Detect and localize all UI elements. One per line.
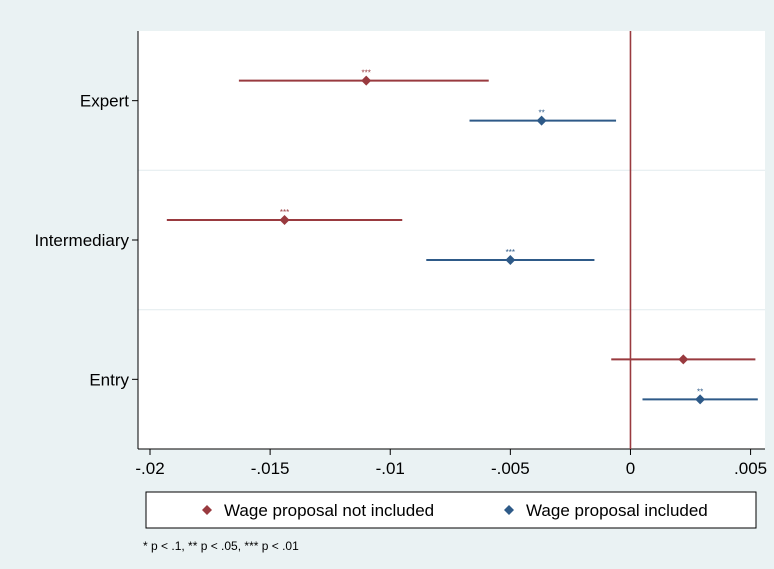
significance-note: * p < .1, ** p < .05, *** p < .01: [143, 539, 299, 553]
point-estimate-marker: [361, 75, 372, 86]
y-tick-label: Intermediary: [35, 231, 130, 250]
legend-marker: [504, 505, 514, 515]
legend-label: Wage proposal included: [526, 501, 708, 520]
x-tick-label: 0: [626, 459, 635, 478]
significance-label: **: [538, 109, 544, 118]
significance-label: **: [697, 387, 703, 396]
point-estimate-marker: [279, 215, 290, 225]
significance-label: ***: [280, 208, 289, 217]
point-estimate-marker: [695, 394, 706, 405]
legend-label: Wage proposal not included: [224, 501, 434, 520]
significance-label: ***: [362, 69, 371, 78]
x-tick-label: -.01: [376, 459, 405, 478]
legend-box: [145, 491, 757, 529]
x-tick-label: -.02: [135, 459, 164, 478]
y-tick-label: Entry: [89, 370, 129, 389]
y-tick-label: Expert: [80, 92, 129, 111]
x-tick-label: -.005: [491, 459, 530, 478]
point-estimate-marker: [505, 255, 516, 265]
point-estimate-marker: [678, 354, 689, 365]
x-tick-label: -.015: [251, 459, 290, 478]
legend-marker: [202, 505, 212, 515]
x-tick-label: .005: [734, 459, 767, 478]
plot-area: [138, 31, 765, 449]
significance-label: ***: [506, 248, 515, 257]
point-estimate-marker: [536, 115, 547, 126]
